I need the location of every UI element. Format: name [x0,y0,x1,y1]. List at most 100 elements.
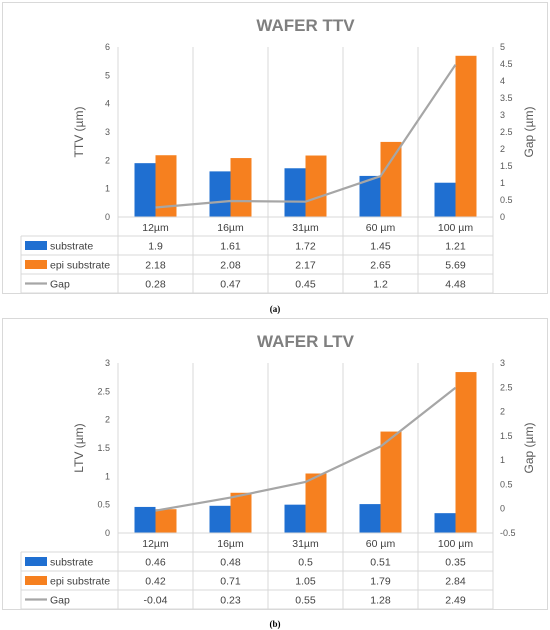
chart-title: WAFER LTV [257,332,355,351]
bar-substrate [209,171,231,217]
chart-ltv: WAFER LTV00.511.522.53-0.500.511.522.53L… [20,332,536,610]
bar-substrate [434,182,456,217]
legend-label: Gap [50,279,70,291]
legend-label: Gap [50,595,70,607]
y-tick-label: 0 [105,212,110,222]
data-table-value: -0.04 [144,595,168,607]
y2-tick-label: 5 [500,42,505,52]
data-table-value: 0.48 [220,557,241,569]
data-table-value: 2.49 [445,595,466,607]
data-table-value: 2.17 [295,260,316,272]
y-tick-label: 2 [105,155,110,165]
legend-label: substrate [50,557,93,569]
y-tick-label: 4 [105,99,110,109]
y-tick-label: 3 [105,358,110,368]
data-table-value: 0.42 [145,576,166,588]
legend-key-epi-substrate [25,576,47,585]
category-label: 100 µm [438,538,473,550]
data-table-value: 2.18 [145,260,166,272]
data-table-value: 1.79 [370,576,391,588]
category-label: 31µm [292,222,319,234]
y-tick-label: 1 [105,471,110,481]
y-axis-label: LTV (µm) [72,423,86,472]
bar-epi-substrate [380,141,402,217]
category-label: 16µm [217,222,244,234]
bar-epi-substrate [305,473,327,533]
category-label: 100 µm [438,222,473,234]
bar-substrate [134,506,156,533]
y2-tick-label: 0 [500,504,505,514]
data-table-value: 2.08 [220,260,241,272]
bar-epi-substrate [155,155,177,217]
y2-tick-label: 2.5 [500,127,513,137]
bar-epi-substrate [305,155,327,217]
data-table-value: 1.21 [445,241,466,253]
y2-tick-label: 3 [500,110,505,120]
y2-tick-label: 1 [500,455,505,465]
data-table-value: 0.71 [220,576,241,588]
y-axis-label: TTV (µm) [72,107,86,158]
y2-tick-label: 1.5 [500,431,513,441]
y2-axis-label: Gap (µm) [522,423,536,474]
data-table-value: 0.51 [370,557,391,569]
line-gap-series [155,386,457,512]
category-label: 60 µm [366,538,396,550]
chart-ttv: WAFER TTV 0 1 2 3 4 5 6 0 0.5 1 1.5 2 2.5 3 3.5 4 4.5 5 TTV… [20,16,536,294]
y-tick-label: 0.5 [97,500,110,510]
data-table-value: 1.45 [370,241,391,253]
bar-substrate [359,175,381,217]
y2-tick-label: 3 [500,358,505,368]
y-tick-label: 0 [105,528,110,538]
y-tick-label: 1 [105,184,110,194]
bar-substrate [434,513,456,533]
y-tick-label: 3 [105,127,110,137]
y2-tick-label: 0.5 [500,195,513,205]
legend-key-epi-substrate [25,260,47,269]
data-table-value: 1.61 [220,241,241,253]
bar-epi-substrate [380,431,402,533]
data-table-value: 1.05 [295,576,316,588]
y-tick-label: 6 [105,42,110,52]
legend-label: substrate [50,241,93,253]
legend-key-substrate [25,241,47,250]
bar-epi-substrate [155,509,177,533]
data-table-value: 0.35 [445,557,466,569]
bar-substrate [209,505,231,533]
data-table-value: 0.23 [220,595,241,607]
chart-panel-ttv: WAFER TTV 0 1 2 3 4 5 6 0 0.5 1 1.5 2 2.5 3 3.5 4 4.5 5 TTV… [2,2,548,294]
y-tick-label: 2 [105,415,110,425]
y-tick-label: 1.5 [97,443,110,453]
bar-epi-substrate [230,492,252,533]
line-gap-series [155,64,457,209]
bar-substrate [134,163,156,217]
data-table-value: 1.72 [295,241,316,253]
data-table-value: 5.69 [445,260,466,272]
data-table-value: 0.47 [220,279,241,291]
bar-epi-substrate [455,372,477,533]
bar-substrate [284,504,306,533]
category-label: 60 µm [366,222,396,234]
category-label: 16µm [217,538,244,550]
data-table-value: 0.5 [298,557,313,569]
figure-sublabel-a: (a) [269,304,281,314]
legend-label: epi substrate [50,260,110,272]
y2-tick-label: 2 [500,407,505,417]
legend-key-substrate [25,557,47,566]
category-label: 12µm [142,222,169,234]
y2-tick-label: 4 [500,76,505,86]
bar-epi-substrate [455,55,477,218]
y2-axis-label: Gap (µm) [522,107,536,158]
data-table-value: 1.28 [370,595,391,607]
data-table-value: 0.55 [295,595,316,607]
data-table-value: 1.2 [373,279,388,291]
y2-tick-label: 1 [500,178,505,188]
y2-tick-label: 0 [500,212,505,222]
data-table-value: 2.65 [370,260,391,272]
y2-tick-label: 0.5 [500,479,513,489]
bar-substrate [284,168,306,217]
y2-tick-label: 4.5 [500,59,513,69]
category-label: 31µm [292,538,319,550]
bar-epi-substrate [230,158,252,217]
chart-title: WAFER TTV [256,16,355,35]
figure-sublabel-b: (b) [269,619,281,629]
